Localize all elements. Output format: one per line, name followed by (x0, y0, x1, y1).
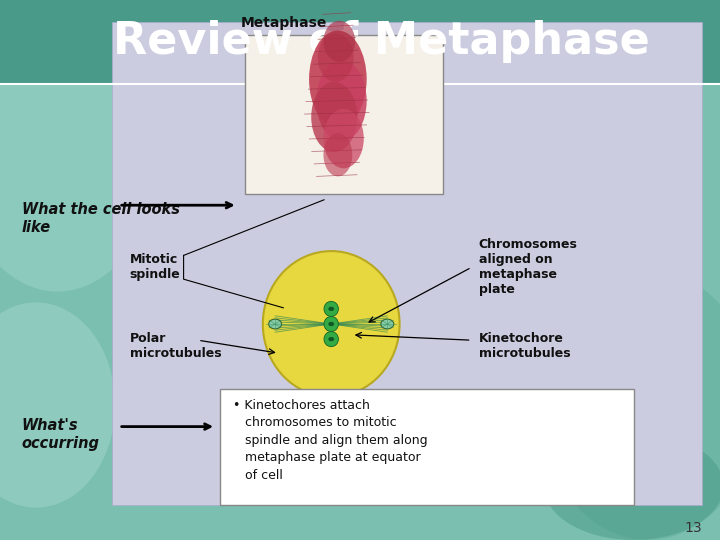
Text: What the cell looks
like: What the cell looks like (22, 202, 179, 235)
Ellipse shape (318, 33, 354, 82)
FancyBboxPatch shape (0, 0, 720, 84)
Ellipse shape (316, 60, 366, 141)
Text: Metaphase: Metaphase (241, 16, 328, 30)
Text: Chromosomes
aligned on
metaphase
plate: Chromosomes aligned on metaphase plate (479, 238, 577, 296)
Circle shape (328, 322, 334, 326)
Text: 13: 13 (685, 521, 702, 535)
Text: Mitotic
spindle: Mitotic spindle (130, 253, 180, 281)
Text: What's
occurring: What's occurring (22, 418, 99, 451)
Circle shape (328, 337, 334, 341)
Ellipse shape (269, 319, 282, 329)
Ellipse shape (0, 302, 115, 508)
Ellipse shape (309, 31, 366, 128)
FancyBboxPatch shape (112, 22, 702, 505)
Ellipse shape (263, 251, 400, 397)
Circle shape (328, 307, 334, 311)
Ellipse shape (381, 319, 394, 329)
Ellipse shape (311, 82, 357, 152)
FancyBboxPatch shape (220, 389, 634, 505)
Text: • Kinetochores attach
   chromosomes to mitotic
   spindle and align them along
: • Kinetochores attach chromosomes to mit… (233, 399, 427, 482)
FancyBboxPatch shape (245, 35, 443, 194)
Ellipse shape (324, 332, 338, 347)
Ellipse shape (324, 301, 338, 316)
Text: Review of Metaphase: Review of Metaphase (113, 21, 650, 63)
Ellipse shape (323, 109, 364, 168)
Ellipse shape (323, 133, 352, 177)
Ellipse shape (0, 11, 158, 292)
Ellipse shape (540, 270, 720, 540)
Ellipse shape (324, 316, 338, 332)
Text: Polar
microtubules: Polar microtubules (130, 332, 221, 360)
Ellipse shape (544, 432, 720, 540)
Ellipse shape (323, 21, 355, 62)
Text: Kinetochore
microtubules: Kinetochore microtubules (479, 332, 570, 360)
